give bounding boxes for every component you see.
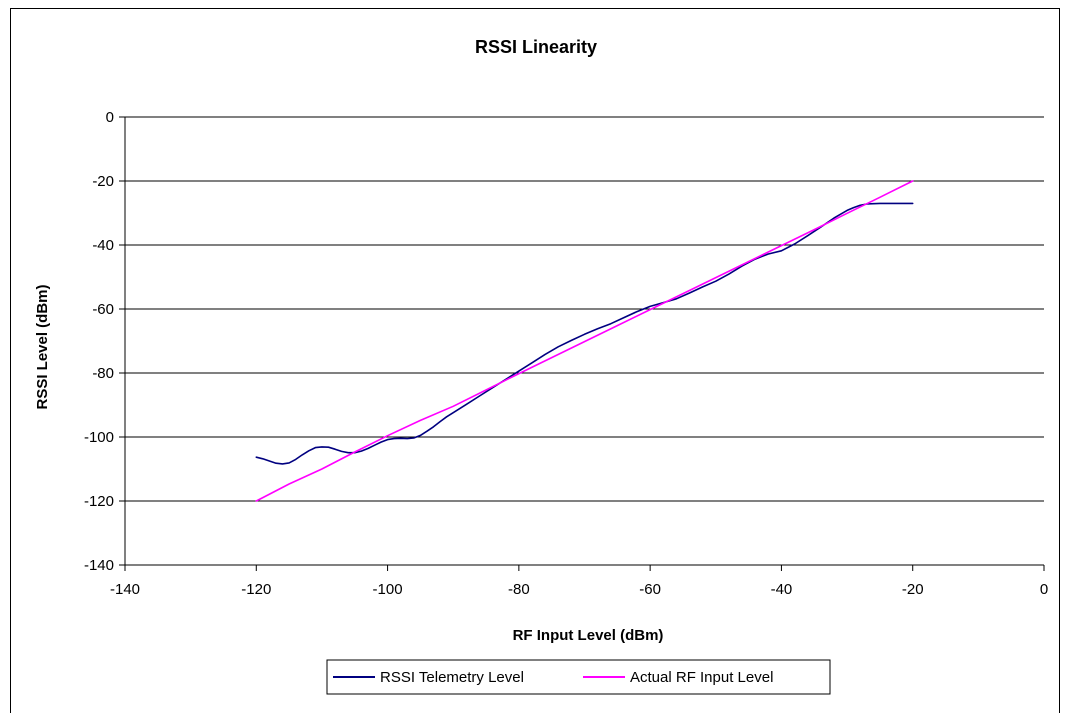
x-tick-label: -120 (241, 581, 271, 598)
legend: RSSI Telemetry Level Actual RF Input Lev… (326, 659, 831, 695)
gridlines (125, 116, 1044, 502)
series-line-0 (255, 202, 914, 465)
y-tick-label: -60 (92, 301, 114, 318)
chart-svg: RSSI Linearity 0 -20 -40 -60 -80 -100 -120 -140… (34, 37, 1048, 695)
y-tick-label: -100 (84, 429, 114, 446)
axes: 0 -20 -40 -60 -80 -100 -120 -140 -140 -120 -100 -80… (84, 109, 1048, 598)
y-tick-label: -120 (84, 493, 114, 510)
y-tick-label: -80 (92, 365, 114, 382)
x-tick-label: 0 (1040, 581, 1048, 598)
chart-title: RSSI Linearity (475, 37, 597, 57)
series-line-1 (255, 180, 914, 502)
y-tick-label: -140 (84, 557, 114, 574)
chart-area: RSSI Linearity 0 -20 -40 -60 -80 -100 -120 -140… (10, 8, 1060, 713)
y-tick-label: -20 (92, 173, 114, 190)
x-tick-label: -100 (373, 581, 403, 598)
legend-label-actual-rf-input: Actual RF Input Level (630, 669, 773, 686)
y-tick-label: 0 (106, 109, 114, 126)
x-axis-title: RF Input Level (dBm) (513, 627, 664, 644)
y-axis-title: RSSI Level (dBm) (34, 284, 51, 409)
y-tick-label: -40 (92, 237, 114, 254)
plot-series (255, 180, 914, 502)
x-tick-label: -40 (771, 581, 793, 598)
x-tick-label: -60 (639, 581, 661, 598)
x-tick-label: -140 (110, 581, 140, 598)
x-tick-label: -80 (508, 581, 530, 598)
legend-label-rssi-telemetry: RSSI Telemetry Level (380, 669, 524, 686)
legend-box (326, 659, 831, 695)
x-tick-label: -20 (902, 581, 924, 598)
